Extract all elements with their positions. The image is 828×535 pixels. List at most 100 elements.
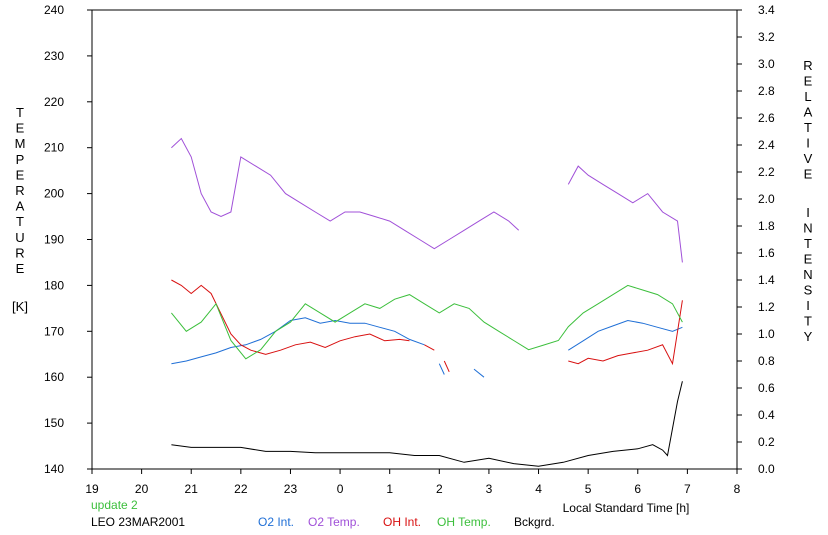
left-tick-label: 140 xyxy=(44,462,64,476)
left-tick-label: 230 xyxy=(44,49,64,63)
right-tick-label: 1.2 xyxy=(758,300,775,314)
left-title-letter: U xyxy=(15,230,24,245)
left-tick-label: 180 xyxy=(44,278,64,292)
right-title-letter: S xyxy=(804,283,813,298)
right-title-letter: T xyxy=(804,236,812,251)
series-line-o2-int xyxy=(171,317,425,365)
series-line-oh-temp xyxy=(171,284,683,360)
left-title-letter: A xyxy=(16,199,25,214)
series-line-oh-int xyxy=(443,360,450,373)
right-title-letter: T xyxy=(804,120,812,135)
x-tick-label: 1 xyxy=(386,482,393,496)
x-tick-label: 2 xyxy=(436,482,443,496)
right-title-letter: I xyxy=(806,136,810,151)
legend-entry: Bckgrd. xyxy=(514,515,555,529)
right-tick-label: 2.8 xyxy=(758,84,775,98)
plot-frame xyxy=(91,9,738,470)
left-title-letter: E xyxy=(16,261,25,276)
left-tick-label: 190 xyxy=(44,233,64,247)
series-line-oh-int xyxy=(171,279,410,355)
x-tick-label: 6 xyxy=(634,482,641,496)
right-tick-label: 1.8 xyxy=(758,219,775,233)
left-title-letter: P xyxy=(16,152,25,167)
series-bckgrd xyxy=(171,381,683,467)
right-title-letter: E xyxy=(804,252,813,267)
legend: O2 Int. O2 Temp. OH Int. OH Temp. Bckgrd. xyxy=(258,515,555,529)
right-title-letter: V xyxy=(804,151,813,166)
x-tick-label: 8 xyxy=(734,482,741,496)
x-axis-label: Local Standard Time [h] xyxy=(563,501,690,515)
series-line-bckgrd xyxy=(171,381,683,467)
right-tick-label: 1.6 xyxy=(758,246,775,260)
right-tick-label: 0.4 xyxy=(758,408,775,422)
left-title-letter: E xyxy=(16,121,25,136)
series-line-o2-temp xyxy=(567,165,683,263)
series-oh-int xyxy=(171,279,683,373)
right-title-letter: Y xyxy=(804,329,813,344)
left-tick-label: 240 xyxy=(44,3,64,17)
right-tick-label: 2.2 xyxy=(758,165,775,179)
update-note: update 2 xyxy=(91,498,138,512)
left-title-letter: R xyxy=(15,183,24,198)
x-tick-label: 4 xyxy=(535,482,542,496)
left-title-letter: T xyxy=(16,105,24,120)
x-tick-label: 23 xyxy=(284,482,298,496)
left-axis-ticks: 140 150 160 170 180 190 200 210 220 230 240 xyxy=(44,3,92,476)
x-tick-label: 21 xyxy=(185,482,199,496)
legend-entry: OH Temp. xyxy=(437,515,491,529)
series-line-o2-int xyxy=(473,368,485,378)
x-tick-label: 22 xyxy=(234,482,248,496)
left-tick-label: 210 xyxy=(44,141,64,155)
x-tick-label: 19 xyxy=(85,482,99,496)
left-tick-label: 150 xyxy=(44,416,64,430)
right-tick-label: 2.0 xyxy=(758,192,775,206)
right-title-letter: E xyxy=(804,167,813,182)
right-tick-label: 3.2 xyxy=(758,30,775,44)
right-axis-ticks: 0.0 0.2 0.4 0.6 0.8 1.0 1.2 1.4 1.6 1.8 2.0 2.2 2.4 2… xyxy=(737,3,775,476)
left-tick-label: 160 xyxy=(44,370,64,384)
station-date: LEO 23MAR2001 xyxy=(91,515,185,529)
series-line-o2-int xyxy=(438,363,445,375)
right-tick-label: 0.8 xyxy=(758,354,775,368)
legend-entry: O2 Temp. xyxy=(308,515,360,529)
right-tick-label: 2.6 xyxy=(758,111,775,125)
right-title-letter: T xyxy=(804,314,812,329)
right-title-letter: L xyxy=(804,89,811,104)
series-line-o2-temp xyxy=(171,137,520,250)
right-title-letter: N xyxy=(803,267,812,282)
series-o2-temp xyxy=(171,137,683,263)
right-tick-label: 0.6 xyxy=(758,381,775,395)
right-title-letter: N xyxy=(803,221,812,236)
x-axis-ticks: 19 20 21 22 23 0 1 2 3 4 5 6 7 8 xyxy=(85,469,741,496)
series-layer xyxy=(171,137,683,467)
series-line-o2-int xyxy=(568,319,683,351)
right-tick-label: 1.0 xyxy=(758,327,775,341)
right-title-letter: I xyxy=(806,298,810,313)
legend-entry: O2 Int. xyxy=(258,515,294,529)
left-tick-label: 170 xyxy=(44,324,64,338)
series-oh-temp xyxy=(171,284,683,360)
left-tick-label: 200 xyxy=(44,187,64,201)
right-title-letter: R xyxy=(803,58,812,73)
x-tick-label: 20 xyxy=(135,482,149,496)
left-title-letter: R xyxy=(15,245,24,260)
left-title-letter: T xyxy=(16,214,24,229)
right-tick-label: 2.4 xyxy=(758,138,775,152)
right-title-letter: E xyxy=(804,74,813,89)
right-title-letter: I xyxy=(806,205,810,220)
series-line-oh-int xyxy=(424,344,435,351)
right-tick-label: 0.0 xyxy=(758,462,775,476)
series-o2-int xyxy=(171,317,683,378)
legend-entry: OH Int. xyxy=(383,515,421,529)
x-tick-label: 5 xyxy=(585,482,592,496)
x-tick-label: 7 xyxy=(684,482,691,496)
right-tick-label: 3.0 xyxy=(758,57,775,71)
right-tick-label: 3.4 xyxy=(758,3,775,17)
x-tick-label: 0 xyxy=(337,482,344,496)
right-tick-label: 1.4 xyxy=(758,273,775,287)
left-title-letter: M xyxy=(15,136,26,151)
left-axis-unit: [K] xyxy=(12,299,28,314)
